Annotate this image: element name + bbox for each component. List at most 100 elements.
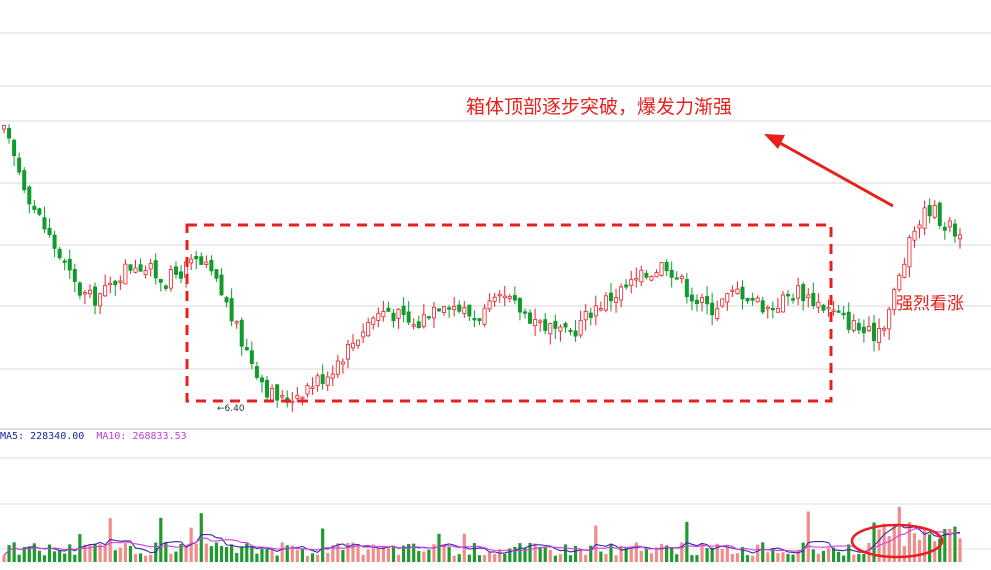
candle-up	[366, 322, 371, 337]
candle-up	[82, 291, 87, 295]
volume-bar	[113, 550, 117, 562]
candle-down	[457, 304, 462, 312]
candle-up	[452, 306, 457, 310]
volume-moving-averages	[3, 523, 961, 556]
candle-down	[259, 377, 264, 383]
candle-down	[57, 248, 62, 259]
candle-down	[745, 298, 750, 302]
volume-bar	[159, 517, 163, 562]
volume-bar	[579, 549, 583, 562]
candle-down	[249, 350, 254, 364]
volume-bar	[366, 549, 370, 562]
volume-bar	[386, 546, 391, 562]
volume-bar	[644, 549, 648, 562]
volume-bar	[63, 553, 67, 562]
volume-bar	[806, 511, 810, 562]
candle-down	[209, 259, 214, 272]
volume-bar	[710, 547, 714, 562]
candle-down	[47, 227, 52, 236]
volume-bar	[675, 554, 679, 562]
volume-bar	[948, 528, 952, 562]
volume-bar	[826, 547, 831, 562]
volume-bar	[680, 542, 684, 562]
volume-bar	[892, 526, 896, 562]
candle-up	[831, 309, 836, 312]
candle-down	[684, 279, 689, 298]
volume-bar	[412, 543, 416, 562]
candle-up	[482, 307, 487, 325]
candle-up	[725, 293, 730, 303]
candle-up	[148, 263, 153, 270]
candle-up	[775, 307, 780, 313]
candle-down	[32, 205, 37, 210]
candle-up	[189, 258, 194, 264]
volume-bar	[83, 544, 87, 562]
candle-down	[179, 271, 184, 279]
candle-up	[492, 296, 497, 302]
volume-bar	[508, 548, 512, 562]
volume-breakout-ellipse	[850, 523, 944, 559]
volume-bar	[887, 535, 891, 562]
volume-bar	[553, 555, 557, 562]
volume-bar	[270, 550, 274, 562]
candle-up	[780, 294, 785, 313]
candle-down	[543, 319, 548, 331]
candle-down	[163, 285, 168, 289]
candle-up	[2, 125, 7, 130]
volume-bar	[801, 542, 805, 562]
candle-down	[477, 318, 482, 322]
annotation-box-breakout: 箱体顶部逐步突破，爆发力渐强	[466, 96, 733, 118]
candle-up	[715, 308, 720, 319]
volume-bar	[407, 543, 411, 562]
candle-down	[437, 308, 442, 312]
volume-bar	[42, 555, 47, 562]
candle-down	[568, 329, 573, 333]
volume-bar	[401, 545, 406, 562]
candle-down	[275, 384, 280, 401]
candle-up	[796, 285, 801, 299]
volume-ma10-line	[3, 528, 961, 556]
volume-bar	[422, 551, 426, 562]
candle-up	[168, 269, 173, 289]
candle-down	[254, 366, 259, 378]
volume-bar	[184, 544, 188, 562]
candle-down	[426, 316, 431, 319]
volume-bar	[336, 543, 340, 562]
candle-up	[826, 307, 831, 310]
volume-bar	[93, 543, 97, 562]
volume-bar	[371, 544, 375, 562]
volume-bar	[452, 555, 456, 562]
candle-down	[861, 326, 866, 334]
candle-up	[376, 312, 381, 321]
candle-down	[128, 264, 133, 271]
volume-bar	[432, 544, 436, 562]
candle-down	[229, 298, 234, 322]
volume-bar	[543, 546, 547, 562]
volume-bar	[326, 552, 330, 562]
volume-bar	[477, 555, 482, 562]
candle-down	[244, 347, 249, 351]
candle-down	[265, 379, 270, 398]
volume-bar	[634, 542, 638, 562]
volume-bar	[862, 553, 866, 562]
candle-down	[517, 297, 522, 313]
volume-bar	[821, 550, 826, 562]
candle-down	[158, 278, 163, 283]
candle-down	[644, 272, 649, 278]
candle-up	[381, 311, 386, 318]
candle-down	[224, 297, 229, 303]
volume-bar	[725, 546, 729, 562]
volume-bar	[300, 548, 305, 562]
volume-bar	[396, 554, 401, 562]
volume-bar	[73, 554, 77, 562]
volume-bar	[265, 549, 269, 562]
volume-bar	[614, 555, 618, 562]
volume-bar	[290, 545, 294, 562]
volume-bar	[331, 545, 335, 562]
candle-down	[705, 296, 710, 305]
volume-bar	[391, 545, 396, 562]
volume-bar	[786, 553, 790, 562]
candle-down	[173, 266, 178, 275]
candle-up	[917, 224, 922, 229]
candle-up	[639, 269, 644, 283]
